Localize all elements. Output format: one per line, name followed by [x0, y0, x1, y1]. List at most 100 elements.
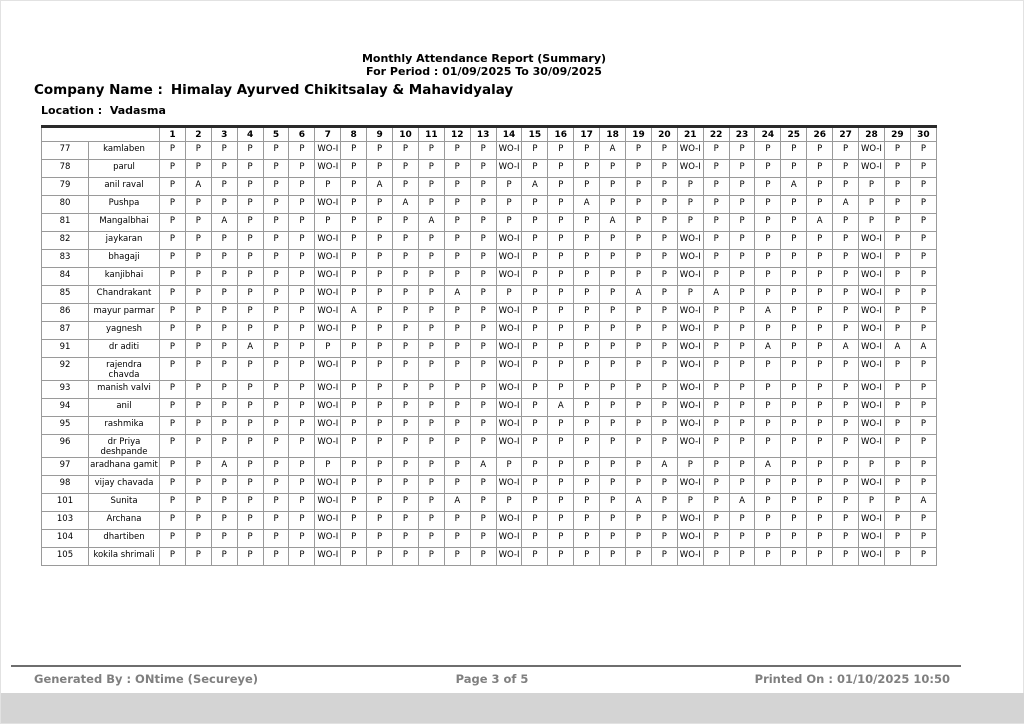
attendance-cell: P: [314, 213, 342, 232]
attendance-cell: P: [262, 231, 290, 250]
attendance-cell: P: [702, 357, 730, 381]
attendance-cell: P: [883, 213, 911, 232]
attendance-cell: P: [236, 529, 264, 548]
attendance-cell: P: [728, 195, 756, 214]
attendance-cell: P: [392, 249, 419, 268]
attendance-cell: P: [625, 267, 652, 286]
attendance-cell: P: [417, 434, 445, 458]
attendance-cell: P: [832, 285, 860, 304]
employee-name-cell: Mangalbhai: [88, 213, 160, 232]
attendance-cell: P: [754, 195, 782, 214]
attendance-cell: P: [392, 357, 419, 381]
attendance-cell: P: [314, 339, 342, 358]
attendance-cell: P: [780, 493, 808, 512]
attendance-cell: P: [625, 303, 652, 322]
attendance-cell: P: [909, 177, 938, 196]
attendance-cell: P: [883, 267, 911, 286]
day-header: 28: [858, 126, 885, 142]
attendance-cell: P: [909, 547, 938, 566]
attendance-cell: P: [909, 475, 938, 494]
table-row: 104 dhartiben P P P P P P WO-I P P P P P P WO-I P P P P P P WO…: [41, 529, 938, 548]
attendance-cell: P: [443, 177, 471, 196]
attendance-cell: P: [573, 398, 601, 417]
attendance-cell: P: [806, 493, 834, 512]
attendance-cell: A: [754, 303, 782, 322]
employee-name-cell: rashmika: [88, 416, 160, 435]
attendance-cell: P: [469, 321, 497, 340]
attendance-cell: A: [909, 493, 938, 512]
attendance-cell: P: [340, 213, 368, 232]
attendance-cell: P: [443, 303, 471, 322]
attendance-cell: P: [443, 380, 471, 399]
attendance-cell: P: [443, 457, 471, 476]
attendance-cell: P: [780, 511, 808, 530]
attendance-cell: WO-I: [676, 398, 704, 417]
attendance-cell: P: [417, 339, 445, 358]
attendance-cell: P: [262, 357, 290, 381]
table-row: 92 rajendra chavda P P P P P P WO-I P P P P P P WO-I P P P…: [41, 357, 938, 381]
attendance-cell: P: [366, 398, 394, 417]
attendance-cell: P: [392, 416, 419, 435]
employee-name-cell: parul: [88, 159, 160, 178]
attendance-cell: P: [650, 285, 678, 304]
attendance-cell: P: [728, 529, 756, 548]
attendance-cell: P: [573, 511, 601, 530]
attendance-cell: P: [159, 434, 186, 458]
attendance-cell: P: [288, 493, 316, 512]
attendance-cell: P: [676, 177, 704, 196]
attendance-cell: P: [650, 303, 678, 322]
attendance-cell: P: [392, 434, 419, 458]
attendance-cell: P: [806, 159, 834, 178]
attendance-cell: P: [702, 303, 730, 322]
attendance-cell: WO-I: [676, 547, 704, 566]
attendance-cell: P: [340, 357, 368, 381]
attendance-cell: P: [417, 285, 445, 304]
attendance-cell: P: [288, 416, 316, 435]
attendance-cell: P: [314, 177, 342, 196]
table-row: 101 Sunita P P P P P P WO-I P P P P A P P P P P P A P P P A P P P P P…: [41, 493, 938, 512]
day-header: 9: [366, 126, 394, 142]
attendance-cell: P: [702, 195, 730, 214]
day-header: 17: [573, 126, 601, 142]
employee-id-cell: 83: [41, 249, 89, 268]
attendance-cell: P: [159, 231, 186, 250]
attendance-cell: P: [599, 177, 627, 196]
day-header: 8: [340, 126, 368, 142]
attendance-cell: WO-I: [495, 141, 523, 160]
day-header: 21: [676, 126, 704, 142]
attendance-cell: P: [443, 398, 471, 417]
attendance-cell: P: [392, 457, 419, 476]
attendance-cell: P: [366, 547, 394, 566]
attendance-cell: P: [340, 177, 368, 196]
attendance-cell: A: [547, 398, 575, 417]
attendance-cell: P: [392, 177, 419, 196]
day-header: 7: [314, 126, 342, 142]
attendance-cell: P: [728, 159, 756, 178]
attendance-cell: P: [547, 493, 575, 512]
attendance-cell: P: [832, 231, 860, 250]
attendance-cell: P: [262, 249, 290, 268]
attendance-cell: P: [625, 434, 652, 458]
attendance-cell: P: [883, 547, 911, 566]
attendance-cell: P: [547, 511, 575, 530]
attendance-cell: P: [495, 213, 523, 232]
day-header: 14: [495, 126, 523, 142]
attendance-cell: WO-I: [495, 357, 523, 381]
attendance-cell: P: [909, 285, 938, 304]
attendance-cell: P: [832, 416, 860, 435]
attendance-cell: P: [236, 231, 264, 250]
attendance-cell: P: [417, 493, 445, 512]
attendance-cell: P: [521, 416, 549, 435]
attendance-cell: P: [521, 434, 549, 458]
attendance-cell: P: [806, 249, 834, 268]
attendance-cell: P: [728, 457, 756, 476]
attendance-cell: P: [417, 231, 445, 250]
attendance-cell: WO-I: [495, 398, 523, 417]
attendance-cell: A: [728, 493, 756, 512]
attendance-cell: P: [366, 267, 394, 286]
attendance-cell: P: [366, 159, 394, 178]
attendance-cell: P: [392, 141, 419, 160]
attendance-cell: P: [599, 285, 627, 304]
table-row: 82 jaykaran P P P P P P WO-I P P P P P P WO-I P P P P P P WO-I…: [41, 231, 938, 250]
attendance-cell: P: [806, 141, 834, 160]
